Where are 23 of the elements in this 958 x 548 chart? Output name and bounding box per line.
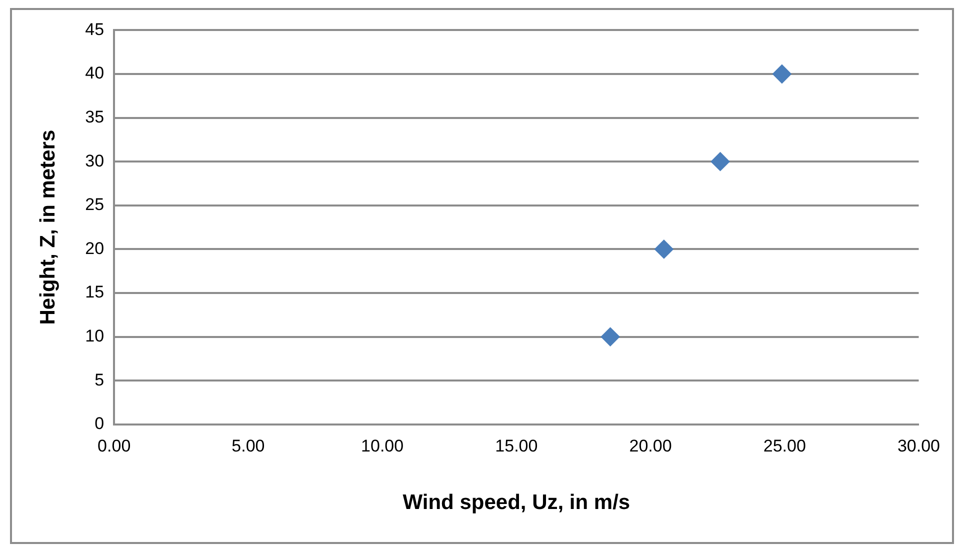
y-tick-label: 30 [85, 151, 104, 170]
x-tick-label: 30.00 [897, 436, 940, 456]
y-tick-label: 40 [85, 64, 104, 83]
y-tick-label: 25 [85, 195, 104, 214]
x-tick-label: 0.00 [98, 436, 131, 456]
y-tick-label: 15 [85, 282, 104, 302]
point [772, 64, 792, 84]
x-tick-label: 25.00 [763, 436, 806, 456]
y-tick-label: 5 [94, 370, 104, 390]
x-tick-label: 15.00 [495, 436, 538, 456]
point [654, 240, 674, 259]
x-axis-title: Wind speed, Uz, in m/s [402, 491, 630, 514]
y-tick-label: 45 [85, 20, 104, 39]
x-tick-label: 5.00 [232, 436, 265, 456]
x-tick-label: 20.00 [629, 436, 672, 456]
y-tick-label: 10 [85, 326, 104, 346]
x-tick-label: 10.00 [361, 436, 404, 456]
y-axis-title: Height, Z, in meters [36, 130, 60, 325]
y-tick-label: 0 [94, 414, 104, 434]
point [710, 152, 730, 172]
y-tick-label: 20 [85, 238, 104, 258]
point [600, 327, 620, 346]
y-tick-label: 35 [85, 107, 104, 126]
